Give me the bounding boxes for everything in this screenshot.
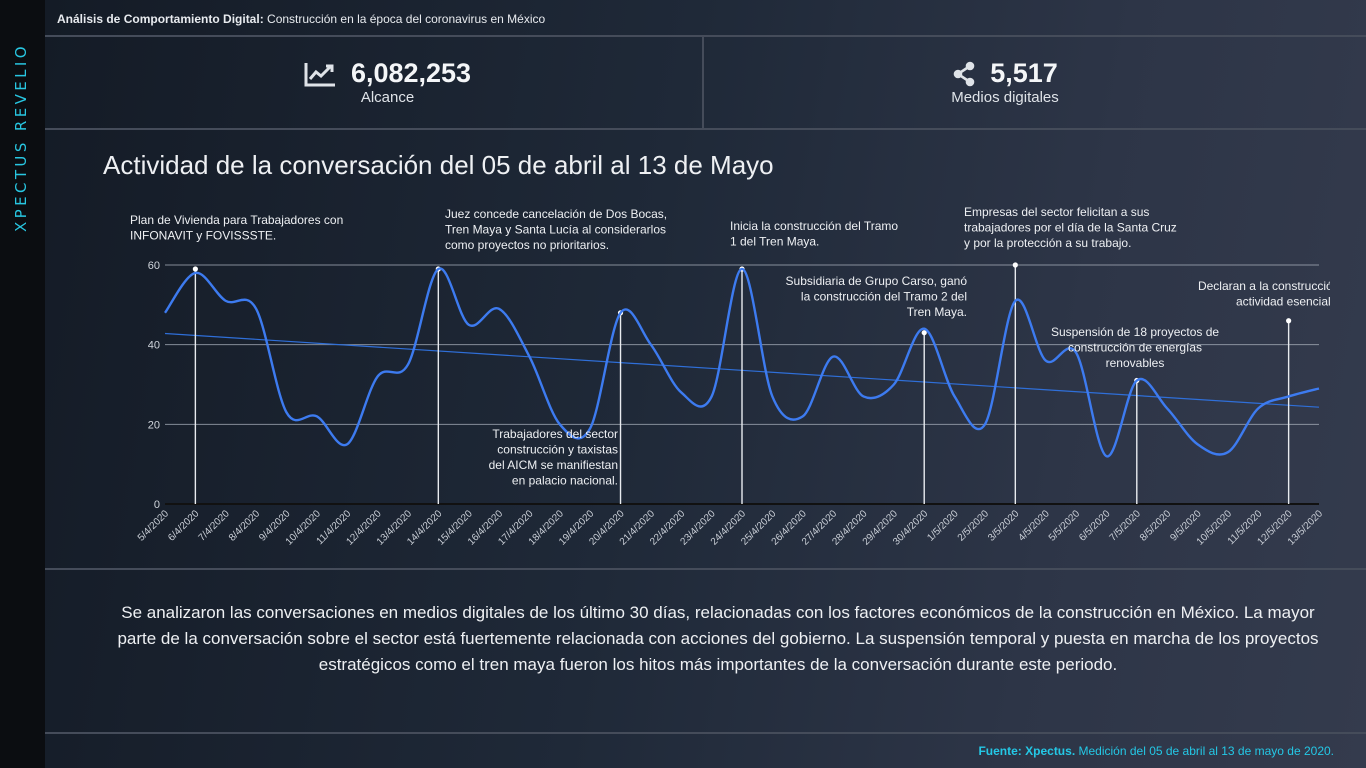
kpi-alcance-label: Alcance: [360, 89, 415, 106]
annotation-text-line: construcción de energías: [1068, 341, 1202, 355]
x-tick-label: 1/5/2020: [925, 508, 961, 544]
y-tick-label: 40: [148, 340, 160, 352]
dashboard-main: Análisis de Comportamiento Digital: Cons…: [45, 0, 1366, 768]
annotation-text-line: Trabajadores del sector: [492, 427, 618, 441]
divider: [702, 37, 704, 128]
annotation-marker-dot: [1286, 318, 1292, 324]
series-line-conversacion: [164, 267, 1320, 458]
annotation-text: Declaran a la construcción como actividad…: [1198, 279, 1330, 309]
x-tick-label: 4/5/2020: [1016, 508, 1052, 544]
x-tick-label: 2/5/2020: [956, 508, 992, 544]
annotation-text: Juez concede cancelación de Dos Bocas, Tr…: [445, 207, 667, 252]
divider: [45, 568, 1366, 570]
summary-text: Se analizaron las conversaciones en medi…: [117, 603, 1319, 674]
y-tick-label: 20: [148, 419, 160, 431]
annotation-text-line: como proyectos no prioritarios.: [445, 238, 609, 252]
header-subtitle: Construcción en la época del coronavirus…: [263, 12, 546, 26]
annotation-text-line: en palacio nacional.: [512, 474, 618, 488]
kpi-medios: 5,517 Medios digitales: [900, 58, 1110, 106]
annotation-text-line: 1 del Tren Maya.: [730, 235, 819, 249]
x-tick-label: 8/5/2020: [1138, 508, 1174, 544]
annotation-text-line: trabajadores por el día de la Santa Cruz: [964, 221, 1177, 235]
x-tick-label: 3/5/2020: [986, 508, 1022, 544]
annotation-marker-dot: [192, 266, 198, 272]
line-chart-icon: [304, 62, 335, 86]
share-icon: [953, 61, 975, 86]
annotation-text-line: la construcción del Tramo 2 del: [801, 290, 967, 304]
kpi-medios-label: Medios digitales: [951, 89, 1059, 106]
annotation-marker-dot: [1012, 262, 1018, 268]
divider: [45, 732, 1366, 734]
y-tick-label: 0: [154, 499, 160, 511]
x-tick-label: 7/4/2020: [197, 508, 233, 544]
x-tick-label: 6/5/2020: [1077, 508, 1113, 544]
annotation-text-line: renovables: [1106, 356, 1165, 370]
annotation-text: Suspensión de 18 proyectos de construcció…: [1051, 325, 1219, 370]
kpi-alcance: 6,082,253 Alcance: [245, 58, 530, 106]
kpi-medios-value: 5,517: [990, 58, 1058, 88]
annotation-text-line: Juez concede cancelación de Dos Bocas,: [445, 207, 667, 221]
annotation-text-line: y por la protección a su trabajo.: [964, 236, 1131, 250]
annotation-text: Empresas del sector felicitan a sus traba…: [964, 205, 1177, 250]
y-tick-label: 60: [148, 260, 160, 272]
x-tick-label: 6/4/2020: [166, 508, 202, 544]
annotation-text: Subsidiaria de Grupo Carso, ganó la const…: [786, 274, 968, 319]
brand-logo-text: XPECTUS REVELIO: [12, 43, 30, 232]
sidebar: XPECTUS REVELIO: [0, 0, 45, 768]
source-note: Medición del 05 de abril al 13 de mayo d…: [1075, 744, 1334, 758]
annotation-text-line: construcción y taxistas: [497, 443, 618, 457]
page-header: Análisis de Comportamiento Digital: Cons…: [57, 12, 545, 26]
chart-title: Actividad de la conversación del 05 de a…: [103, 150, 774, 180]
x-tick-label: 5/5/2020: [1047, 508, 1083, 544]
annotation-text-line: Declaran a la construcción como: [1198, 279, 1330, 293]
header-title: Análisis de Comportamiento Digital:: [57, 12, 264, 26]
annotation-text: Inicia la construcción del Tramo 1 del Tr…: [730, 219, 898, 249]
annotation-text-line: Plan de Vivienda para Trabajadores con: [130, 213, 343, 227]
divider: [45, 128, 1366, 130]
annotation-text-line: Tren Maya y Santa Lucía al considerarlos: [445, 223, 666, 237]
annotation-text: Trabajadores del sector construcción y ta…: [489, 427, 618, 488]
annotation-text-line: del AICM se manifiestan: [489, 458, 618, 472]
x-tick-label: 8/4/2020: [227, 508, 263, 544]
annotation-text: Plan de Vivienda para Trabajadores con IN…: [130, 213, 343, 243]
activity-line-chart: 02040605/4/20206/4/20207/4/20208/4/20209…: [130, 205, 1330, 548]
annotation-text-line: Suspensión de 18 proyectos de: [1051, 325, 1219, 339]
annotation-marker-dot: [921, 330, 927, 336]
annotation-text-line: actividad esencial.: [1236, 295, 1330, 309]
x-tick-label: 7/5/2020: [1108, 508, 1144, 544]
source-label: Fuente: Xpectus.: [978, 744, 1076, 758]
source-footer: Fuente: Xpectus. Medición del 05 de abri…: [978, 744, 1334, 758]
annotation-text-line: Subsidiaria de Grupo Carso, ganó: [786, 274, 968, 288]
x-tick-label: 5/4/2020: [136, 508, 172, 544]
divider: [45, 35, 1366, 37]
annotation-text-line: Tren Maya.: [907, 305, 967, 319]
kpi-alcance-value: 6,082,253: [350, 58, 472, 88]
annotation-text-line: Inicia la construcción del Tramo: [730, 219, 898, 233]
annotation-text-line: Empresas del sector felicitan a sus: [964, 205, 1149, 219]
annotation-text-line: INFONAVIT y FOVISSSTE.: [130, 229, 276, 243]
